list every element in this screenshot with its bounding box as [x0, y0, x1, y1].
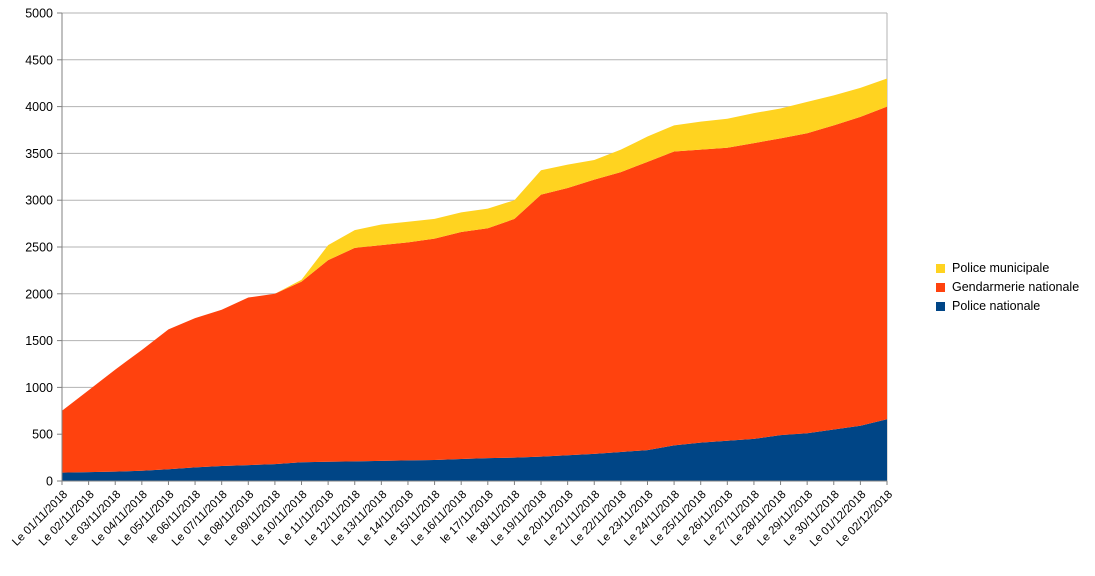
y-axis-label: 4000: [25, 100, 53, 114]
y-axis-label: 500: [32, 428, 53, 442]
legend-label-police-municipale: Police municipale: [952, 261, 1050, 275]
y-axis-label: 3500: [25, 147, 53, 161]
y-axis-label: 1000: [25, 381, 53, 395]
legend-swatch-gendarmerie-nationale: [936, 283, 945, 292]
legend-swatch-police-nationale: [936, 302, 945, 311]
y-axis-label: 0: [46, 475, 53, 489]
legend-label-police-nationale: Police nationale: [952, 299, 1041, 313]
y-axis-label: 2000: [25, 287, 53, 301]
y-axis-label: 4500: [25, 53, 53, 67]
area-series-police-nationale: [62, 419, 887, 481]
legend-item-police-nationale: Police nationale: [936, 297, 1079, 316]
chart-legend: Police municipale Gendarmerie nationale …: [936, 259, 1079, 316]
legend-item-police-municipale: Police municipale: [936, 259, 1079, 278]
area-series-gendarmerie-nationale: [62, 106, 887, 473]
area-series-police-municipale: [62, 78, 887, 411]
y-axis-label: 5000: [25, 7, 53, 21]
y-axis-label: 1500: [25, 334, 53, 348]
y-axis-label: 2500: [25, 241, 53, 255]
legend-swatch-police-municipale: [936, 264, 945, 273]
legend-item-gendarmerie-nationale: Gendarmerie nationale: [936, 278, 1079, 297]
legend-label-gendarmerie-nationale: Gendarmerie nationale: [952, 280, 1080, 294]
y-axis-label: 3000: [25, 194, 53, 208]
